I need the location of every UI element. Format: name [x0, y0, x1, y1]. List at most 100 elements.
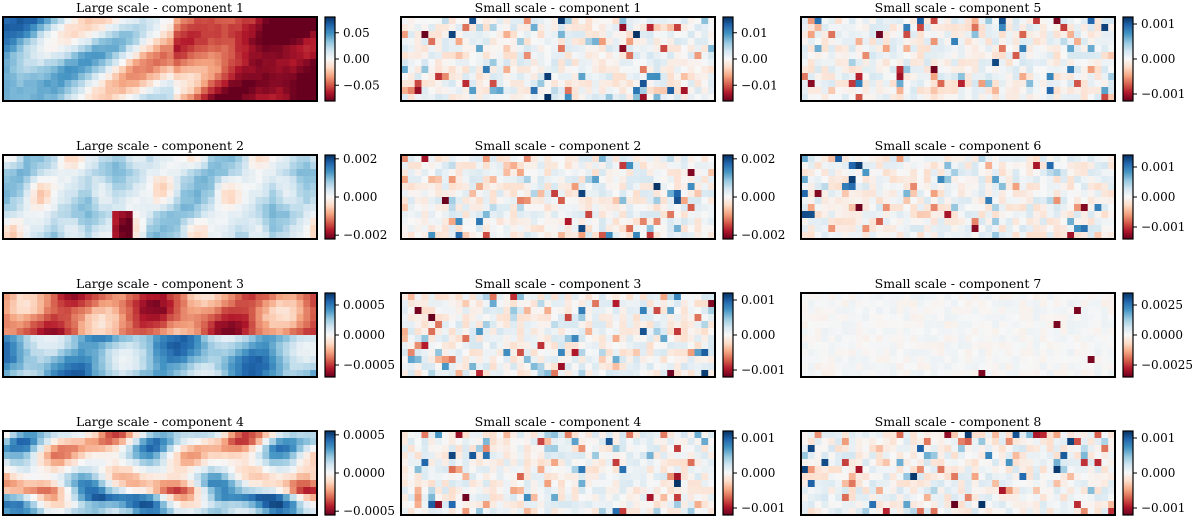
- heatmap-cell: [37, 218, 45, 226]
- heatmap-cell: [30, 363, 38, 371]
- heatmap-cell: [1053, 197, 1061, 205]
- heatmap-cell: [558, 17, 566, 25]
- heatmap-cell: [896, 321, 904, 329]
- heatmap-cell: [489, 204, 497, 212]
- heatmap-cell: [132, 17, 140, 25]
- heatmap-cell: [98, 87, 106, 95]
- heatmap-cell: [544, 94, 552, 102]
- heatmap-cell: [119, 52, 127, 60]
- heatmap-cell: [23, 190, 31, 198]
- heatmap-cell: [998, 59, 1007, 67]
- heatmap-cell: [1087, 314, 1095, 322]
- heatmap-cell: [180, 94, 188, 102]
- heatmap-cell: [310, 204, 318, 212]
- heatmap-cell: [43, 66, 52, 74]
- heatmap-cell: [523, 314, 532, 322]
- heatmap-cell: [207, 183, 216, 191]
- heatmap-cell: [1074, 66, 1082, 74]
- heatmap-cell: [998, 321, 1007, 329]
- heatmap-cell: [639, 370, 648, 378]
- heatmap-cell: [660, 94, 668, 102]
- heatmap-cell: [435, 300, 443, 308]
- heatmap-cell: [646, 342, 654, 350]
- heatmap-cell: [1087, 342, 1095, 350]
- heatmap-cell: [476, 335, 484, 343]
- heatmap-cell: [517, 321, 525, 329]
- heatmap-cell: [448, 45, 457, 53]
- heatmap-cell: [43, 190, 52, 198]
- heatmap-cell: [978, 342, 986, 350]
- heatmap-cell: [551, 225, 559, 233]
- heatmap-cell: [821, 45, 829, 53]
- heatmap-cell: [992, 300, 1000, 308]
- heatmap-cell: [958, 356, 966, 364]
- heatmap-cell: [917, 183, 925, 191]
- heatmap-cell: [564, 300, 573, 308]
- heatmap-cell: [482, 87, 491, 95]
- heatmap-cell: [896, 45, 904, 53]
- heatmap-cell: [282, 17, 291, 25]
- heatmap-cell: [1012, 328, 1020, 336]
- heatmap-cell: [401, 94, 409, 102]
- heatmap-cell: [269, 314, 277, 322]
- colorbar: [722, 16, 734, 102]
- heatmap-cell: [807, 211, 816, 219]
- heatmap-cell: [214, 328, 222, 336]
- heatmap-cell: [971, 87, 979, 95]
- heatmap-cell: [985, 80, 993, 88]
- heatmap-cell: [889, 38, 897, 46]
- heatmap-cell: [598, 218, 607, 226]
- heatmap-cell: [43, 17, 52, 25]
- heatmap-cell: [1039, 31, 1048, 39]
- heatmap-cell: [132, 225, 140, 233]
- heatmap-cell: [469, 370, 477, 378]
- heatmap-cell: [9, 52, 18, 60]
- heatmap-cell: [571, 24, 579, 32]
- heatmap-cell: [558, 31, 566, 39]
- heatmap-cell: [910, 183, 918, 191]
- heatmap-cell: [633, 190, 641, 198]
- heatmap-cell: [1080, 17, 1089, 25]
- heatmap-cell: [564, 342, 573, 350]
- heatmap-cell: [937, 232, 945, 240]
- heatmap-cell: [801, 197, 809, 205]
- heatmap-cell: [187, 232, 195, 240]
- heatmap-cell: [578, 370, 586, 378]
- heatmap-cell: [653, 190, 661, 198]
- heatmap-cell: [930, 169, 938, 177]
- heatmap-cell: [303, 321, 311, 329]
- heatmap-cell: [835, 300, 843, 308]
- heatmap-cell: [200, 94, 209, 102]
- heatmap-cell: [310, 335, 318, 343]
- heatmap-cell: [455, 38, 463, 46]
- heatmap-cell: [91, 211, 99, 219]
- heatmap-cell: [98, 356, 106, 364]
- heatmap-cell: [455, 176, 463, 184]
- heatmap-cell: [428, 73, 436, 81]
- heatmap-cell: [701, 52, 709, 60]
- heatmap-cell: [180, 183, 188, 191]
- heatmap-cell: [828, 342, 836, 350]
- heatmap-cell: [835, 314, 843, 322]
- heatmap-cell: [1053, 31, 1061, 39]
- heatmap-cell: [653, 59, 661, 67]
- heatmap-cell: [469, 59, 477, 67]
- heatmap-cell: [910, 190, 918, 198]
- heatmap-cell: [674, 232, 682, 240]
- heatmap-cell: [896, 197, 904, 205]
- heatmap-cell: [235, 197, 243, 205]
- heatmap-cell: [310, 45, 318, 53]
- heatmap-cell: [985, 176, 993, 184]
- heatmap-cell: [441, 155, 450, 163]
- heatmap-cell: [91, 293, 99, 301]
- heatmap-cell: [30, 342, 38, 350]
- heatmap-cell: [119, 169, 127, 177]
- heatmap-cell: [207, 162, 216, 170]
- heatmap-cell: [194, 328, 202, 336]
- heatmap-cell: [701, 204, 709, 212]
- heatmap-cell: [166, 183, 175, 191]
- heatmap-cell: [814, 300, 822, 308]
- heatmap-cell: [517, 307, 525, 315]
- heatmap-cell: [978, 80, 986, 88]
- heatmap-cell: [903, 66, 911, 74]
